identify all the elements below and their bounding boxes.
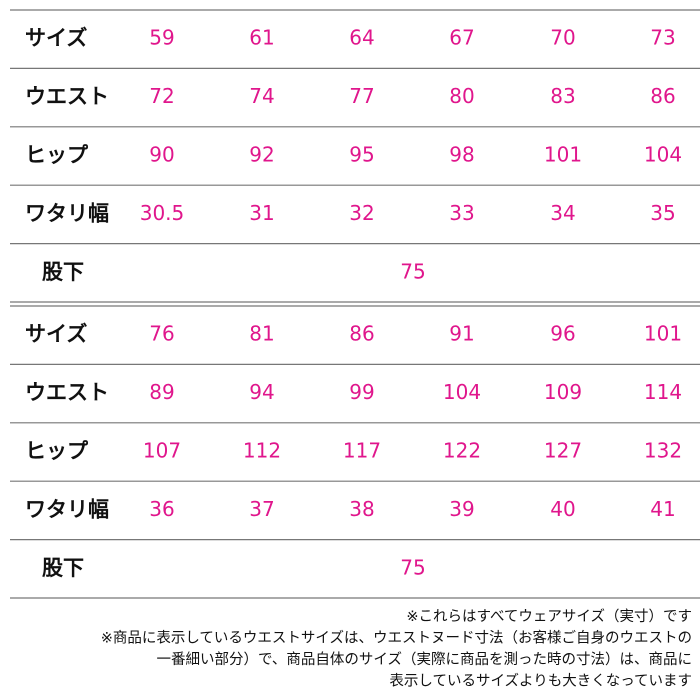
cell-value: 81: [249, 322, 274, 346]
cell-value: 83: [550, 84, 575, 108]
cell-value: 32: [349, 201, 374, 225]
row-label: ワタリ幅: [25, 201, 109, 225]
cell-value: 104: [644, 143, 682, 167]
row-label: 股下: [42, 556, 84, 580]
cell-value: 94: [249, 380, 274, 404]
cell-value: 89: [149, 380, 174, 404]
cell-value: 114: [644, 380, 682, 404]
cell-value: 122: [443, 439, 481, 463]
cell-value: 67: [449, 26, 474, 50]
cell-value: 38: [349, 497, 374, 521]
cell-value: 77: [349, 84, 374, 108]
cell-value: 101: [544, 143, 582, 167]
note-line: ※商品に表示しているウエストサイズは、ウエストヌード寸法（お客様ご自身のウエスト…: [101, 630, 692, 647]
cell-value: 96: [550, 322, 575, 346]
cell-value: 37: [249, 497, 274, 521]
cell-value: 35: [650, 201, 675, 225]
cell-value: 86: [349, 322, 374, 346]
cell-value: 41: [650, 497, 675, 521]
row-label: 股下: [42, 260, 84, 284]
cell-value: 76: [149, 322, 174, 346]
row-label: ヒップ: [25, 439, 89, 463]
cell-value: 90: [149, 143, 174, 167]
cell-value: 75: [400, 259, 425, 283]
note-line: 一番細い部分）で、商品自体のサイズ（実際に商品を測った時の寸法）は、商品に: [157, 651, 692, 668]
cell-value: 64: [349, 26, 374, 50]
cell-value: 112: [243, 439, 281, 463]
cell-value: 86: [650, 84, 675, 108]
row-label: ウエスト: [25, 85, 109, 109]
cell-value: 36: [149, 497, 174, 521]
row-label: ヒップ: [25, 143, 89, 167]
cell-value: 75: [400, 555, 425, 579]
cell-value: 34: [550, 201, 575, 225]
cell-value: 73: [650, 26, 675, 50]
cell-value: 74: [249, 84, 274, 108]
row-label: サイズ: [25, 26, 87, 50]
cell-value: 33: [449, 201, 474, 225]
note-line: ※これらはすべてウェアサイズ（実寸）です: [406, 608, 692, 625]
cell-value: 40: [550, 497, 575, 521]
cell-value: 70: [550, 26, 575, 50]
row-label: ワタリ幅: [25, 497, 109, 521]
cell-value: 98: [449, 143, 474, 167]
cell-value: 80: [449, 84, 474, 108]
cell-value: 132: [644, 439, 682, 463]
note-line: 表示しているサイズよりも大きくなっています: [389, 673, 692, 690]
cell-value: 91: [449, 322, 474, 346]
cell-value: 39: [449, 497, 474, 521]
cell-value: 117: [343, 439, 381, 463]
cell-value: 109: [544, 380, 582, 404]
cell-value: 92: [249, 143, 274, 167]
cell-value: 107: [143, 439, 181, 463]
cell-value: 30.5: [140, 201, 185, 225]
row-label: ウエスト: [25, 381, 109, 405]
cell-value: 59: [149, 26, 174, 50]
cell-value: 95: [349, 143, 374, 167]
row-label: サイズ: [25, 322, 87, 346]
cell-value: 127: [544, 439, 582, 463]
cell-value: 31: [249, 201, 274, 225]
cell-value: 99: [349, 380, 374, 404]
cell-value: 61: [249, 26, 274, 50]
cell-value: 72: [149, 84, 174, 108]
cell-value: 101: [644, 322, 682, 346]
cell-value: 104: [443, 380, 481, 404]
